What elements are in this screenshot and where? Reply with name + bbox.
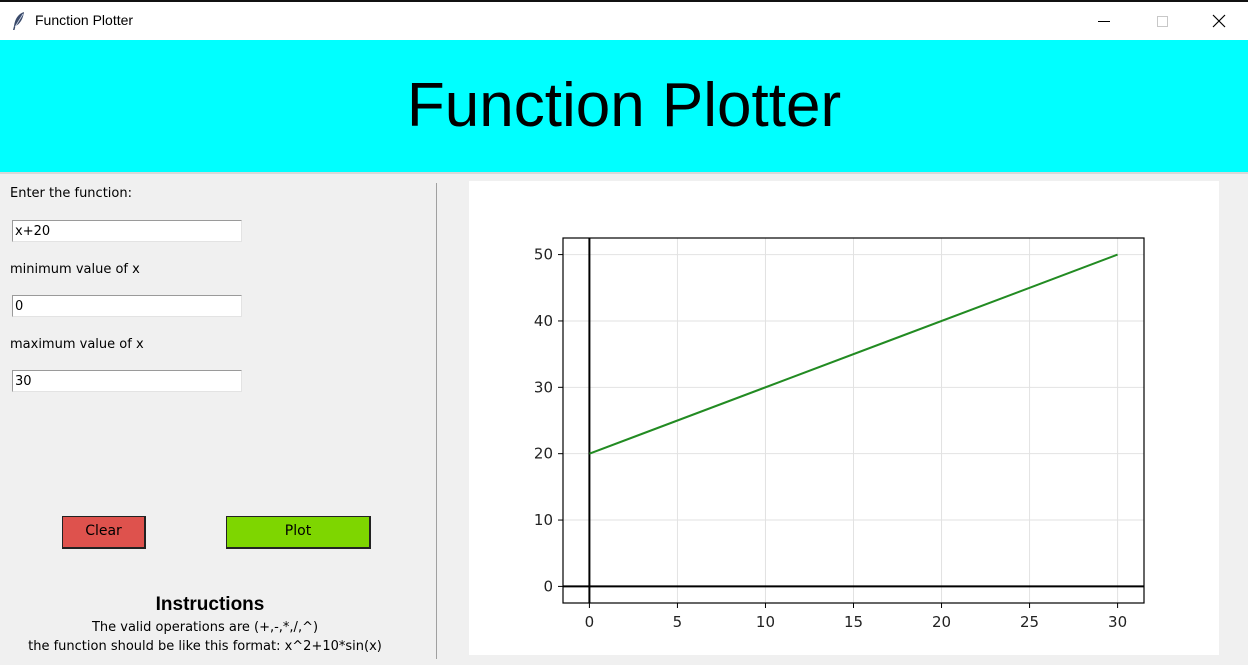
x-tick-label: 10 — [756, 613, 775, 631]
function-chart: 0 5 10 15 20 25 30 0 10 20 30 40 50 — [534, 237, 1145, 631]
header-banner: Function Plotter — [0, 40, 1248, 172]
plot-canvas[interactable]: 0 5 10 15 20 25 30 0 10 20 30 40 50 — [469, 181, 1219, 655]
maximize-icon — [1157, 16, 1168, 27]
minimize-icon — [1098, 21, 1110, 22]
y-tick-label: 10 — [534, 511, 553, 529]
instructions-title: Instructions — [155, 594, 265, 615]
instructions-operations: The valid operations are (+,-,*,/,^) — [91, 620, 319, 635]
banner-divider — [0, 172, 1248, 174]
y-tick-label: 0 — [543, 577, 553, 595]
y-tick-label: 40 — [534, 312, 553, 330]
min-x-input[interactable] — [12, 295, 242, 317]
function-label: Enter the function: — [10, 186, 132, 201]
instructions-format: the function should be like this format:… — [28, 639, 382, 654]
max-x-input[interactable] — [12, 370, 242, 392]
close-icon — [1212, 14, 1226, 28]
x-tick-label: 5 — [673, 613, 683, 631]
page-title: Function Plotter — [406, 71, 842, 140]
x-tick-label: 15 — [844, 613, 863, 631]
x-tick-label: 30 — [1108, 613, 1127, 631]
function-line — [589, 253, 1118, 455]
y-tick-label: 20 — [534, 445, 553, 463]
y-tick-label: 50 — [534, 246, 553, 264]
y-tick-label: 30 — [534, 378, 553, 396]
feather-icon — [13, 12, 24, 30]
minimize-button[interactable] — [1075, 2, 1133, 40]
min-x-label: minimum value of x — [10, 262, 140, 277]
x-tick-label: 25 — [1020, 613, 1039, 631]
panel-divider — [436, 183, 437, 659]
maximize-button[interactable] — [1133, 2, 1191, 40]
clear-button[interactable]: Clear — [62, 516, 146, 549]
plot-button[interactable]: Plot — [226, 516, 371, 549]
title-bar: Function Plotter — [0, 0, 1248, 40]
x-tick-label: 20 — [932, 613, 951, 631]
close-button[interactable] — [1190, 2, 1248, 40]
max-x-label: maximum value of x — [10, 337, 144, 352]
x-tick-label: 0 — [585, 613, 595, 631]
window-title: Function Plotter — [35, 12, 134, 28]
function-input[interactable] — [12, 220, 242, 242]
